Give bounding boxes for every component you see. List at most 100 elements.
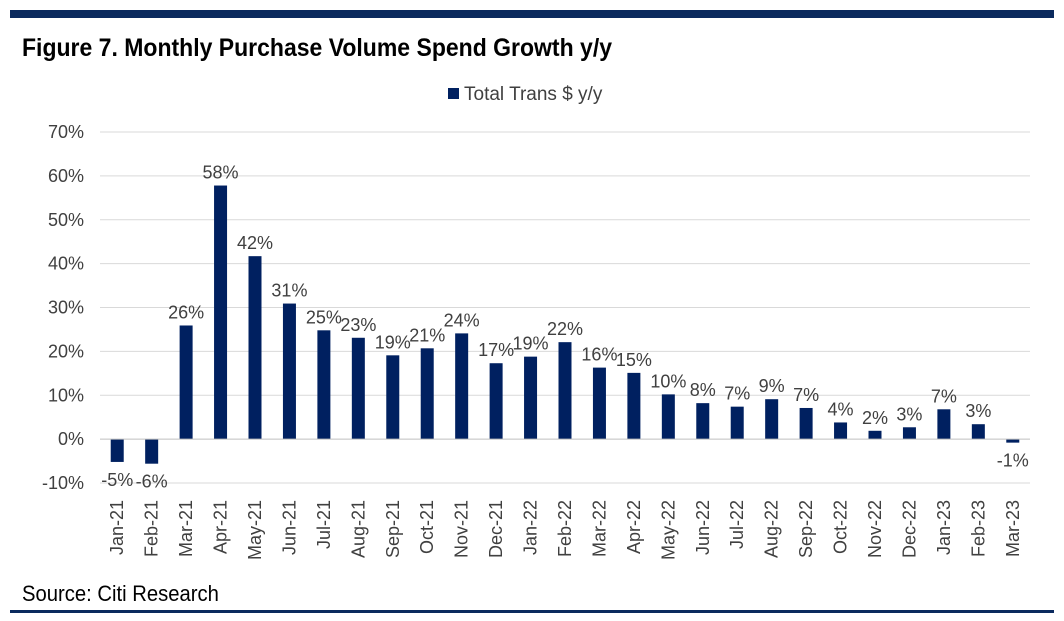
y-tick-label: 40%: [48, 254, 84, 274]
legend-swatch: [448, 88, 459, 99]
data-labels: -5% -6%26%58%42%31%25%23%19%21%24%17%19%2…: [101, 163, 1029, 492]
data-label: 25%: [306, 307, 342, 327]
data-label: 2%: [862, 408, 888, 428]
source-note: Source: Citi Research: [22, 581, 219, 606]
x-tick-label: Jan-21: [107, 500, 127, 555]
bar: [1006, 439, 1020, 443]
data-label: 19%: [513, 334, 549, 354]
y-tick-label: 30%: [48, 298, 84, 318]
y-axis-ticks: -10% 0% 10% 20% 30% 40% 50% 60% 70%: [42, 122, 84, 493]
x-axis-ticks: Jan-21 Feb-21 Mar-21 Apr-21 May-21 Jun-21 Jul-…: [107, 500, 1023, 560]
x-tick-label: Oct-22: [831, 500, 851, 554]
y-tick-label: 0%: [58, 429, 84, 449]
bar: [868, 430, 882, 440]
x-tick-label: Aug-22: [762, 500, 782, 558]
x-tick-label: Sep-22: [796, 500, 816, 558]
data-label: 31%: [271, 281, 307, 301]
top-rule: [10, 10, 1054, 18]
y-tick-label: 20%: [48, 341, 84, 361]
x-tick-label: Dec-22: [899, 500, 919, 558]
bar: [145, 439, 159, 464]
bar: [937, 409, 951, 440]
data-label: 3%: [896, 404, 922, 424]
x-tick-label: Jul-21: [314, 500, 334, 549]
bar: [627, 372, 641, 440]
bar: [661, 394, 675, 440]
x-tick-label: Jun-22: [693, 500, 713, 555]
x-tick-label: Feb-22: [555, 500, 575, 557]
y-tick-label: 50%: [48, 210, 84, 230]
x-tick-label: Jan-23: [934, 500, 954, 555]
data-label: 26%: [168, 302, 204, 322]
data-label: 8%: [690, 380, 716, 400]
bar: [834, 422, 848, 440]
data-label: 3%: [965, 401, 991, 421]
bar: [420, 348, 434, 440]
legend-label: Total Trans $ y/y: [464, 84, 603, 105]
data-label: 19%: [375, 332, 411, 352]
x-tick-label: Jun-21: [279, 500, 299, 555]
x-tick-label: Mar-21: [176, 500, 196, 557]
x-tick-label: Mar-22: [589, 500, 609, 557]
legend: Total Trans $ y/y: [448, 84, 603, 105]
bar: [558, 342, 572, 440]
bar: [799, 407, 813, 440]
data-label: 58%: [203, 163, 239, 183]
bar: [971, 424, 985, 440]
x-tick-label: Jan-22: [521, 500, 541, 555]
bar: [524, 356, 538, 440]
x-tick-label: Sep-21: [383, 500, 403, 558]
x-tick-label: Jul-22: [727, 500, 747, 549]
x-tick-label: Apr-21: [211, 500, 231, 554]
bar: [765, 399, 779, 440]
page-title: Figure 7. Monthly Purchase Volume Spend …: [22, 34, 613, 62]
data-label: 16%: [581, 345, 617, 365]
data-label: 21%: [409, 325, 445, 345]
x-tick-label: Nov-21: [452, 500, 472, 558]
bar: [214, 185, 228, 440]
x-tick-label: Nov-22: [865, 500, 885, 558]
data-label: 17%: [478, 340, 514, 360]
bars: [110, 185, 1020, 464]
bar: [282, 303, 296, 440]
x-tick-label: May-21: [245, 500, 265, 560]
data-label: 22%: [547, 319, 583, 339]
x-tick-label: Feb-21: [142, 500, 162, 557]
data-label: 10%: [650, 371, 686, 391]
data-label: -5%: [101, 470, 133, 490]
data-label: 7%: [793, 385, 819, 405]
bar: [110, 439, 124, 462]
x-tick-label: Mar-23: [1003, 500, 1023, 557]
data-label: 23%: [340, 315, 376, 335]
bar: [248, 256, 262, 440]
bar: [696, 403, 710, 440]
bar: [317, 330, 331, 440]
y-tick-label: 70%: [48, 122, 84, 142]
x-tick-label: Feb-23: [968, 500, 988, 557]
x-tick-label: Aug-21: [348, 500, 368, 558]
x-tick-label: Oct-21: [417, 500, 437, 554]
bar: [730, 406, 744, 440]
x-tick-label: May-22: [658, 500, 678, 560]
y-tick-label: -10%: [42, 473, 84, 493]
x-tick-label: Apr-22: [624, 500, 644, 554]
data-label: -6%: [136, 472, 168, 492]
bar: [179, 325, 193, 440]
bar: [351, 337, 365, 440]
bar: [386, 355, 400, 440]
bar: [489, 363, 503, 440]
data-label: 24%: [444, 310, 480, 330]
bar: [592, 367, 606, 440]
x-tick-label: Dec-21: [486, 500, 506, 558]
bar: [455, 333, 469, 440]
bar: [902, 427, 916, 440]
data-label: -1%: [997, 451, 1029, 471]
data-label: 15%: [616, 350, 652, 370]
data-label: 7%: [724, 384, 750, 404]
bottom-rule: [10, 610, 1054, 613]
y-tick-label: 10%: [48, 385, 84, 405]
data-label: 4%: [828, 399, 854, 419]
data-label: 7%: [931, 386, 957, 406]
y-tick-label: 60%: [48, 166, 84, 186]
